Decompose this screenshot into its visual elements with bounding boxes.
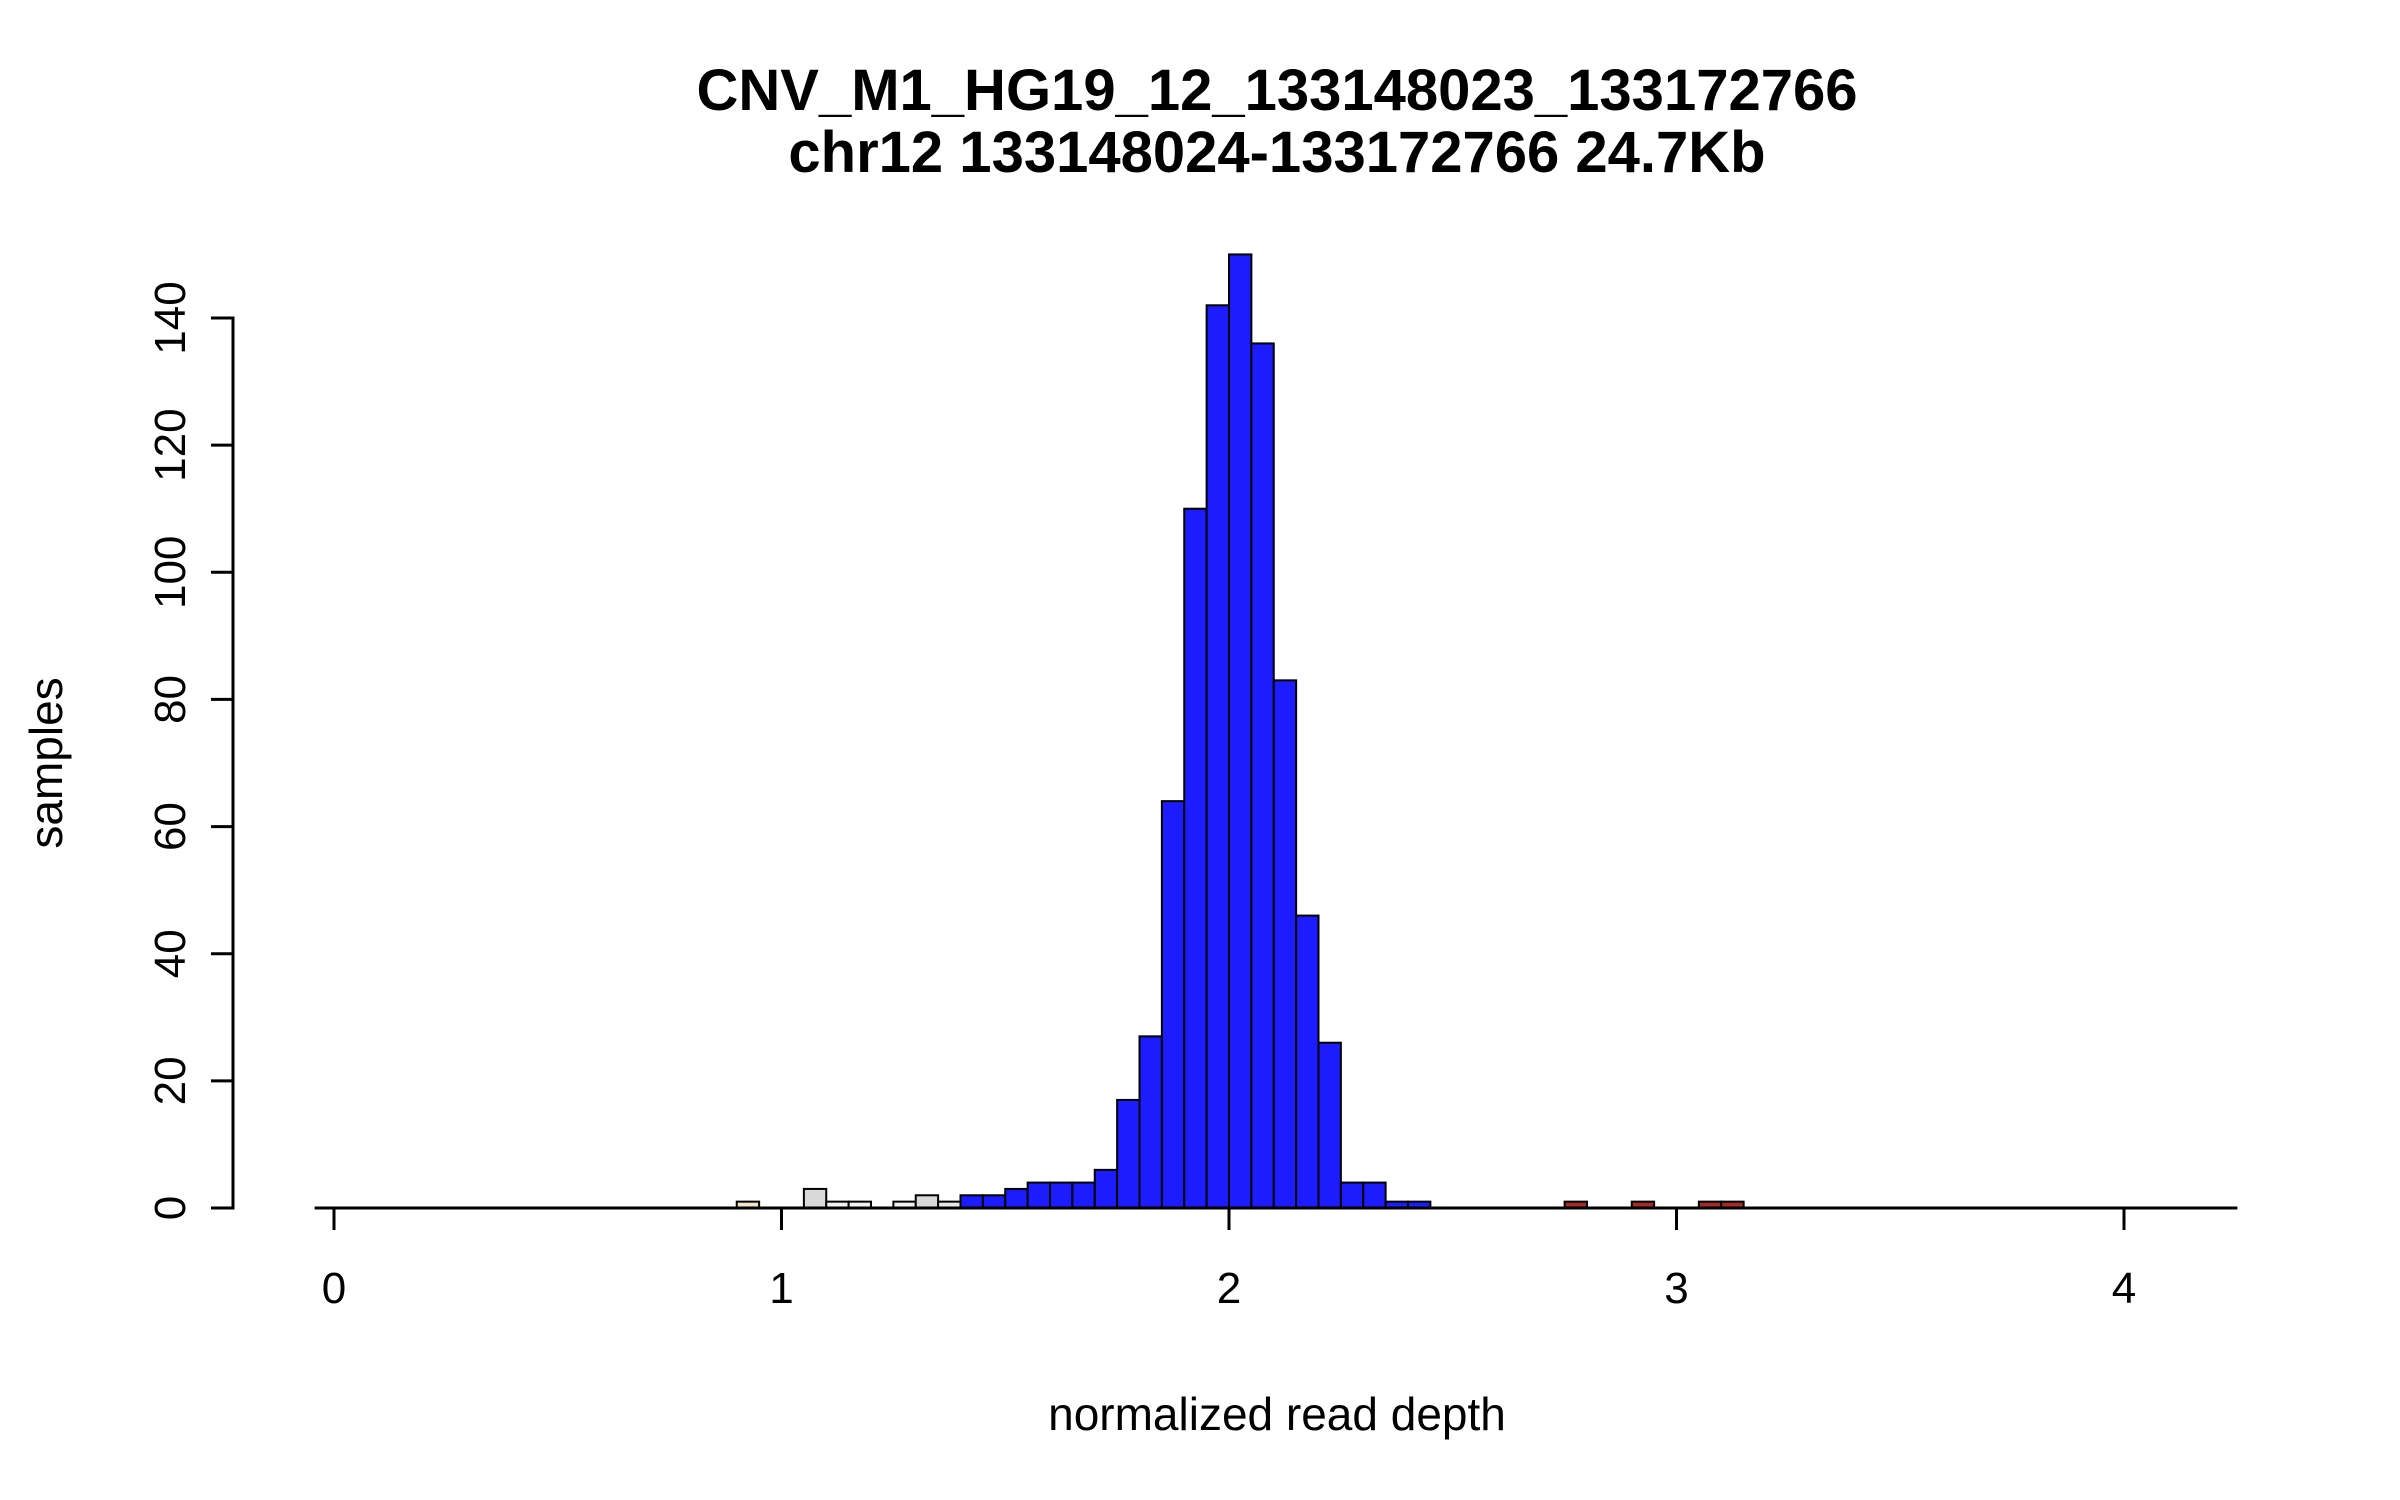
histogram-bars — [735, 253, 1745, 1210]
y-axis-label: samples — [20, 677, 72, 848]
histogram-bar — [1250, 342, 1275, 1209]
histogram-bar — [1049, 1181, 1074, 1209]
y-tick-label: 80 — [146, 675, 195, 724]
y-tick-label: 20 — [146, 1056, 195, 1105]
histogram-bar — [802, 1187, 828, 1210]
x-tick-label: 0 — [322, 1264, 346, 1313]
y-tick-label: 140 — [146, 281, 195, 354]
x-axis: 0 1 2 3 4 — [314, 1206, 2238, 1313]
y-tick-label: 40 — [146, 929, 195, 978]
chart-subtitle: chr12 133148024-133172766 24.7Kb — [788, 120, 1765, 185]
histogram-bar — [1272, 679, 1298, 1209]
y-tick-label: 60 — [146, 802, 195, 851]
y-tick-label: 100 — [146, 536, 195, 609]
y-axis: 0 20 40 60 80 100 120 140 — [146, 281, 235, 1220]
x-axis-label: normalized read depth — [1048, 1388, 1506, 1440]
histogram-bar — [1295, 914, 1320, 1209]
y-tick-label: 120 — [146, 408, 195, 481]
histogram-bar — [1339, 1181, 1365, 1209]
histogram-bar — [1205, 304, 1230, 1209]
x-tick-label: 3 — [1664, 1264, 1688, 1313]
histogram-bar — [1116, 1098, 1141, 1210]
histogram-bar — [1228, 253, 1253, 1209]
histogram-bar — [1004, 1187, 1029, 1210]
x-tick-label: 4 — [2112, 1264, 2136, 1313]
chart-title: CNV_M1_HG19_12_133148023_133172766 — [697, 58, 1858, 123]
histogram-bar — [1362, 1181, 1387, 1209]
histogram-bar — [914, 1194, 940, 1210]
y-tick-label: 0 — [146, 1196, 195, 1220]
histogram-bar — [1138, 1035, 1163, 1210]
histogram-bar — [1317, 1041, 1342, 1209]
histogram-bar — [981, 1194, 1007, 1210]
histogram-bar — [1071, 1181, 1096, 1209]
histogram-bar — [1160, 800, 1186, 1210]
histogram-bar — [1183, 507, 1208, 1209]
x-tick-label: 2 — [1217, 1264, 1241, 1313]
histogram-bar — [1093, 1168, 1119, 1210]
histogram-bar — [1026, 1181, 1051, 1209]
histogram-bar — [959, 1194, 984, 1210]
x-tick-label: 1 — [769, 1264, 793, 1313]
